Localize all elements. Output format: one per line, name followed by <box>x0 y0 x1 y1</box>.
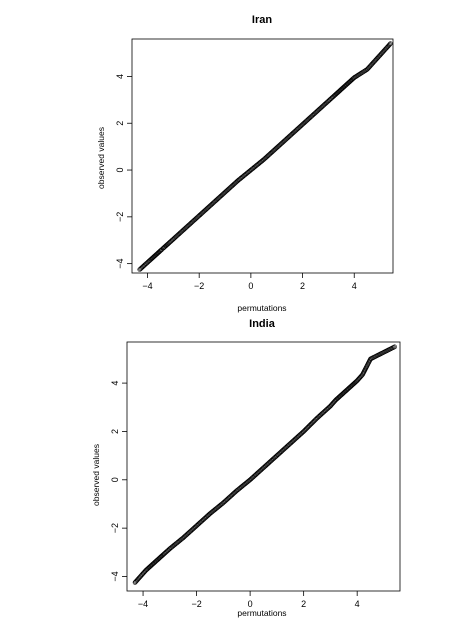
chart-panel-iran: Iran −4 −2 0 2 4 −4 −2 0 2 4 permutations observ… <box>96 14 394 313</box>
y-tick-label: 4 <box>110 381 120 386</box>
data-points <box>132 344 397 585</box>
chart-title: India <box>249 318 276 330</box>
x-tick-label: 0 <box>248 599 253 609</box>
y-tick-label: 4 <box>115 74 125 79</box>
x-axis-label: permutations <box>237 608 286 618</box>
x-tick-label: 2 <box>300 281 305 291</box>
y-tick-label: −2 <box>115 212 125 222</box>
y-tick-label: −2 <box>110 523 120 533</box>
y-tick-label: 0 <box>110 477 120 482</box>
plot-frame <box>126 341 401 592</box>
x-tick-label: −4 <box>138 599 148 609</box>
y-tick-label: 2 <box>115 121 125 126</box>
x-tick-label: −2 <box>194 281 204 291</box>
x-axis-label: permutations <box>237 303 286 313</box>
y-tick-label: −4 <box>115 259 125 269</box>
x-tick-label: 4 <box>352 281 357 291</box>
data-point <box>388 41 393 46</box>
chart-panel-india: India −4 −2 0 2 4 −4 −2 0 2 4 permutations obser… <box>0 314 474 620</box>
chart-india: India −4 −2 0 2 4 −4 −2 0 2 4 permutations obser… <box>91 318 401 618</box>
y-tick-label: 0 <box>115 168 125 173</box>
data-point <box>158 248 163 254</box>
x-axis: −4 −2 0 2 4 <box>142 273 357 291</box>
y-axis-label: observed values <box>96 127 106 189</box>
data-point <box>392 344 397 350</box>
data-point <box>387 42 392 47</box>
x-axis: −4 −2 0 2 4 <box>138 591 360 609</box>
plot-frame <box>131 38 394 274</box>
chart-title: Iran <box>252 14 272 26</box>
data-point <box>386 42 392 48</box>
y-axis: −4 −2 0 2 4 <box>110 381 127 582</box>
x-tick-label: 0 <box>248 281 253 291</box>
y-tick-label: 2 <box>110 429 120 434</box>
x-tick-label: −4 <box>142 281 152 291</box>
y-axis-label: observed values <box>91 444 101 506</box>
y-tick-label: −4 <box>110 571 120 581</box>
y-axis: −4 −2 0 2 4 <box>115 74 132 269</box>
x-tick-label: 4 <box>355 599 360 609</box>
chart-iran: Iran −4 −2 0 2 4 −4 −2 0 2 4 permutations observ… <box>96 14 394 313</box>
data-points <box>137 41 393 272</box>
x-tick-label: 2 <box>301 599 306 609</box>
x-tick-label: −2 <box>191 599 201 609</box>
